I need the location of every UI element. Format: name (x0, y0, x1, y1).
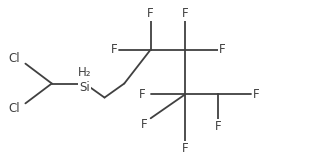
Text: F: F (182, 7, 189, 20)
Text: F: F (219, 43, 225, 56)
Text: F: F (147, 7, 154, 20)
Text: Si: Si (79, 81, 90, 94)
Text: F: F (215, 120, 221, 133)
Text: F: F (111, 43, 117, 56)
Text: Cl: Cl (9, 102, 20, 115)
Text: H₂: H₂ (78, 66, 91, 79)
Text: Cl: Cl (9, 52, 20, 65)
Text: F: F (141, 118, 147, 131)
Text: F: F (253, 88, 260, 101)
Text: F: F (182, 142, 189, 155)
Text: F: F (139, 88, 146, 101)
